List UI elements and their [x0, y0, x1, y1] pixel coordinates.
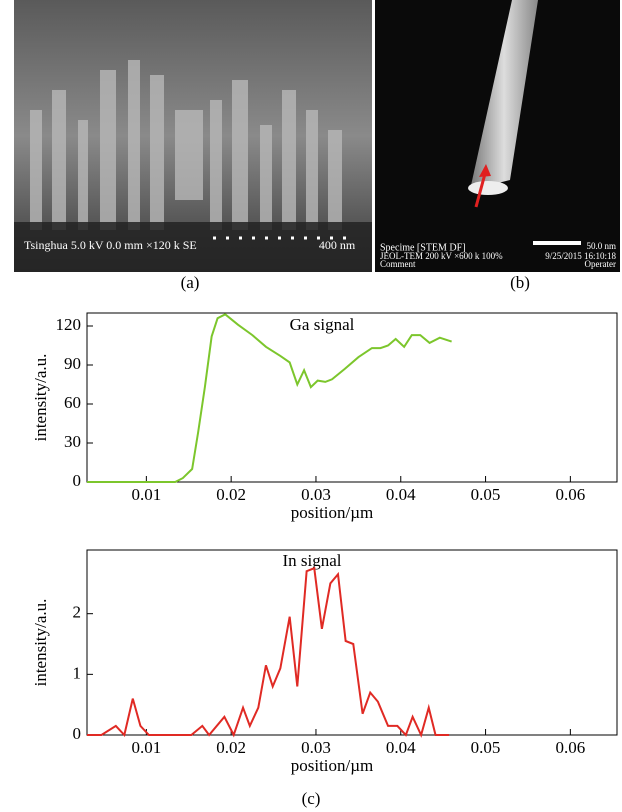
x-tick-label: 0.05 [471, 738, 501, 757]
x-axis-label: position/µm [291, 503, 374, 522]
panel-label: (c) [302, 789, 321, 808]
y-axis-label: intensity/a.u. [31, 354, 50, 442]
y-tick-label: 30 [64, 432, 81, 451]
y-tick-label: 1 [73, 663, 82, 682]
scale-bar-label: 400 nm [319, 238, 356, 252]
image-text: JEOL-TEM 200 kV ×600 k 100% [380, 251, 503, 261]
y-tick-label: 60 [64, 393, 81, 412]
data-line [87, 566, 450, 738]
y-tick-label: 90 [64, 354, 81, 373]
image-text: Comment [380, 259, 416, 269]
data-line [87, 313, 452, 483]
annotation: Ga signal [290, 315, 355, 334]
x-tick-label: 0.01 [131, 738, 161, 757]
x-tick-label: 0.05 [471, 485, 501, 504]
x-axis-label: position/µm [291, 756, 374, 775]
y-tick-label: 0 [73, 471, 82, 490]
y-axis-label: intensity/a.u. [31, 599, 50, 687]
panel-label: (a) [181, 273, 200, 292]
x-tick-label: 0.04 [386, 738, 416, 757]
image-text: Tsinghua 5.0 kV 0.0 mm ×120 k SE [24, 238, 197, 252]
panel-label: (b) [510, 273, 530, 292]
plot-frame [86, 549, 618, 736]
x-tick-label: 0.03 [301, 738, 331, 757]
annotation: In signal [282, 551, 341, 570]
x-tick-label: 0.04 [386, 485, 416, 504]
x-tick-label: 0.02 [216, 738, 246, 757]
y-tick-label: 120 [56, 315, 82, 334]
x-tick-label: 0.06 [555, 738, 585, 757]
plot-frame [86, 312, 618, 483]
y-tick-label: 2 [73, 603, 82, 622]
x-tick-label: 0.01 [131, 485, 161, 504]
sem-image: Tsinghua 5.0 kV 0.0 mm ×120 k SE 400 nm [14, 0, 372, 272]
image-text: Operater [585, 259, 616, 269]
image-text: 9/25/2015 16:10:18 [545, 251, 616, 261]
x-tick-label: 0.06 [555, 485, 585, 504]
y-tick-label: 0 [73, 724, 82, 743]
image-text: Specime [STEM DF] [380, 242, 466, 253]
x-tick-label: 0.03 [301, 485, 331, 504]
stem-image: Specime [STEM DF] JEOL-TEM 200 kV ×600 k… [375, 0, 620, 272]
x-tick-label: 0.02 [216, 485, 246, 504]
scale-bar-label: 50.0 nm [586, 241, 616, 251]
